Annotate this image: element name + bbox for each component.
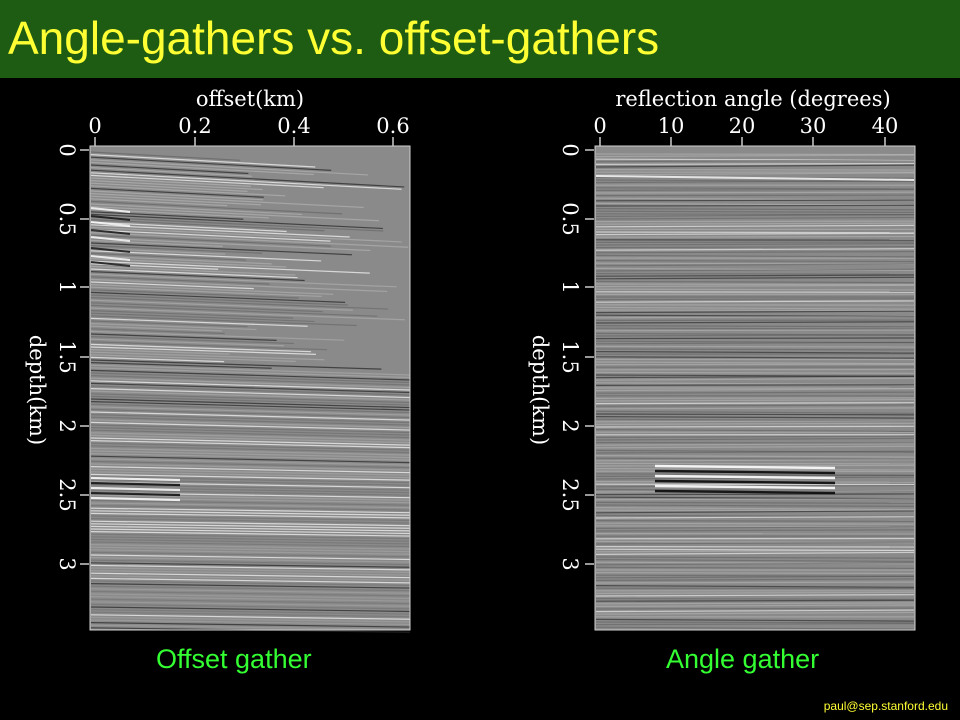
seismic-event <box>596 622 914 623</box>
seismic-event <box>596 494 914 495</box>
x-tick-label: 20 <box>729 114 756 138</box>
seismic-event <box>596 465 914 466</box>
seismic-event <box>596 573 914 574</box>
offset-gather-caption: Offset gather <box>156 643 312 675</box>
y-tick-label: 0.5 <box>55 202 79 235</box>
seismic-event <box>596 200 914 201</box>
x-tick-label: 0 <box>593 114 606 138</box>
seismic-event <box>596 284 914 285</box>
x-tick-labels: 0 10 20 30 40 <box>593 114 898 138</box>
y-tick-label: 0.5 <box>558 202 582 235</box>
y-tick-label: 1 <box>55 280 79 293</box>
y-tick-label: 0 <box>558 143 582 156</box>
y-tick-label: 1.5 <box>558 340 582 373</box>
x-tick-label: 0.4 <box>277 114 310 138</box>
seismic-event <box>596 328 914 329</box>
y-tick-label: 1.5 <box>55 340 79 373</box>
offset-gather-image <box>90 146 410 632</box>
y-axis-label: depth(km) <box>25 335 49 445</box>
angle-gather-image <box>595 146 915 630</box>
seismic-event <box>596 426 914 427</box>
y-tick-label: 0 <box>55 143 79 156</box>
y-axis-label: depth(km) <box>528 335 552 445</box>
seismic-event <box>596 164 914 165</box>
seismic-event <box>596 205 914 206</box>
offset-gather-panel: offset(km) 0 0.2 0.4 0.6 0 0.5 1 1.5 2 2… <box>0 80 460 640</box>
y-tick-labels: 0 0.5 1 1.5 2 2.5 3 <box>55 143 79 570</box>
seismic-event <box>596 338 914 339</box>
angle-gather-panel: reflection angle (degrees) 0 10 20 30 40… <box>500 80 950 640</box>
seismic-event <box>596 385 914 386</box>
seismic-event <box>596 599 914 600</box>
x-axis-label: reflection angle (degrees) <box>615 87 890 111</box>
y-tick-label: 2.5 <box>55 478 79 511</box>
offset-gather-figure: offset(km) 0 0.2 0.4 0.6 0 0.5 1 1.5 2 2… <box>0 80 460 640</box>
x-tick-label: 0 <box>88 114 101 138</box>
y-tick-label: 2 <box>558 419 582 432</box>
seismic-event <box>596 398 914 399</box>
seismic-event <box>596 289 914 290</box>
seismic-event <box>596 274 914 275</box>
x-tick-label: 0.6 <box>376 114 409 138</box>
seismic-event <box>596 310 914 311</box>
seismic-event <box>596 192 914 193</box>
x-axis-label: offset(km) <box>196 87 304 111</box>
seismic-event <box>596 237 914 238</box>
seismic-event <box>596 299 914 300</box>
angle-gather-figure: reflection angle (degrees) 0 10 20 30 40… <box>500 80 950 640</box>
seismic-event <box>596 154 914 155</box>
y-tick-label: 3 <box>558 557 582 570</box>
slide-title: Angle-gathers vs. offset-gathers <box>8 10 659 66</box>
x-tick-label: 10 <box>658 114 685 138</box>
seismic-event <box>596 346 914 347</box>
seismic-event <box>596 232 914 233</box>
y-tick-label: 1 <box>558 280 582 293</box>
y-tick-label: 2.5 <box>558 478 582 511</box>
seismic-event <box>596 414 914 415</box>
x-tick-labels: 0 0.2 0.4 0.6 <box>88 114 409 138</box>
y-tick-label: 2 <box>55 419 79 432</box>
x-tick-label: 30 <box>800 114 827 138</box>
title-bar: Angle-gathers vs. offset-gathers <box>0 0 960 78</box>
y-tick-labels: 0 0.5 1 1.5 2 2.5 3 <box>558 143 582 570</box>
footer-email: paul@sep.stanford.edu <box>824 699 948 713</box>
x-tick-label: 40 <box>872 114 899 138</box>
seismic-event <box>596 521 914 522</box>
angle-gather-caption: Angle gather <box>666 643 819 675</box>
y-tick-label: 3 <box>55 557 79 570</box>
x-tick-label: 0.2 <box>178 114 211 138</box>
